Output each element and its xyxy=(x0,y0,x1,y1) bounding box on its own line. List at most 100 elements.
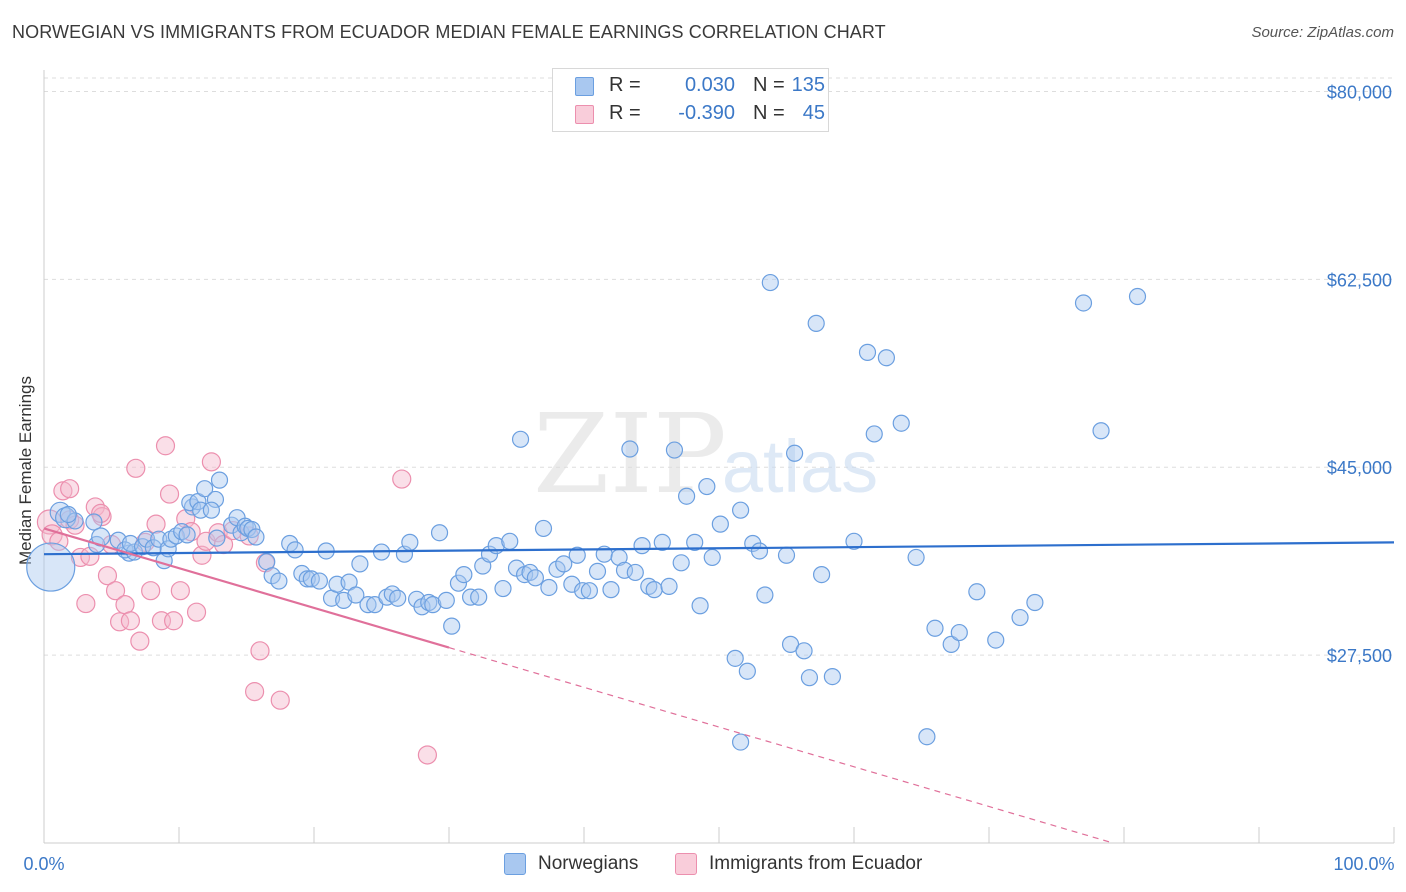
point-norwegians xyxy=(677,487,696,505)
point-ecuador xyxy=(208,523,228,543)
y-tick-label: $27,500 xyxy=(1327,646,1392,666)
point-norwegians xyxy=(942,635,960,653)
point-norwegians xyxy=(59,505,77,524)
point-ecuador xyxy=(126,458,146,478)
point-norwegians xyxy=(950,623,968,642)
point-norwegians xyxy=(270,572,288,590)
point-norwegians xyxy=(987,631,1005,649)
trend-line-ecuador xyxy=(43,527,450,649)
point-norwegians xyxy=(660,577,678,596)
point-norwegians xyxy=(501,532,519,550)
point-norwegians xyxy=(66,512,84,530)
y-tick-label: $80,000 xyxy=(1327,82,1392,102)
point-norwegians xyxy=(968,583,986,601)
legend-swatch-blue xyxy=(504,853,526,875)
point-norwegians xyxy=(653,533,671,551)
point-norwegians xyxy=(726,649,744,667)
point-norwegians xyxy=(210,471,229,489)
series-legend: Norwegians Immigrants from Ecuador xyxy=(0,852,1406,876)
point-norwegians xyxy=(178,526,196,544)
point-norwegians xyxy=(540,578,558,597)
point-norwegians xyxy=(208,529,226,547)
point-ecuador xyxy=(250,641,270,661)
point-norwegians xyxy=(470,588,488,606)
point-norwegians xyxy=(202,501,220,519)
point-ecuador xyxy=(115,595,135,615)
point-norwegians xyxy=(907,548,925,567)
point-norwegians xyxy=(26,542,76,592)
watermark: ZIP atlas xyxy=(533,390,878,518)
point-norwegians xyxy=(389,589,407,607)
point-ecuador xyxy=(186,602,207,622)
point-norwegians xyxy=(144,539,162,557)
point-norwegians xyxy=(568,546,586,564)
point-norwegians xyxy=(85,513,103,531)
point-ecuador xyxy=(130,631,150,651)
point-norwegians xyxy=(761,273,779,292)
point-norwegians xyxy=(563,575,581,593)
point-norwegians xyxy=(494,579,512,598)
legend-r-label: R = xyxy=(609,102,641,124)
point-norwegians xyxy=(526,569,545,587)
point-norwegians xyxy=(437,591,455,609)
point-ecuador xyxy=(91,503,111,524)
point-norwegians xyxy=(1011,608,1029,627)
legend-n-value: 135 xyxy=(791,74,825,96)
trend-lines xyxy=(43,527,1395,844)
axes xyxy=(43,70,1395,844)
point-norwegians xyxy=(1074,294,1093,312)
point-norwegians xyxy=(785,444,804,462)
point-norwegians xyxy=(286,541,304,559)
point-norwegians xyxy=(580,582,599,600)
point-ecuador xyxy=(76,593,96,614)
point-norwegians xyxy=(731,501,750,519)
point-norwegians xyxy=(645,581,663,599)
point-ecuador xyxy=(120,611,140,631)
legend-swatch-pink xyxy=(675,853,697,875)
point-norwegians xyxy=(795,642,813,660)
legend-n-value: 45 xyxy=(802,102,825,124)
point-ecuador xyxy=(155,436,176,456)
point-ecuador xyxy=(141,581,161,601)
point-norwegians xyxy=(731,733,750,751)
point-norwegians xyxy=(602,581,620,599)
point-norwegians xyxy=(430,524,449,542)
point-norwegians xyxy=(548,560,566,578)
point-norwegians xyxy=(206,490,225,509)
chart-title: NORWEGIAN VS IMMIGRANTS FROM ECUADOR MED… xyxy=(12,22,886,42)
point-ecuador xyxy=(60,479,80,499)
watermark-atlas: atlas xyxy=(722,425,878,508)
point-norwegians xyxy=(263,567,281,585)
point-norwegians xyxy=(777,546,796,564)
correlation-legend: R = 0.030 N = 135 R = -0.390 N = 45 xyxy=(552,68,829,132)
x-tick-label: 100.0% xyxy=(1333,854,1394,874)
point-ecuador xyxy=(92,507,112,527)
point-ecuador xyxy=(417,745,437,765)
legend-r-value: 0.030 xyxy=(684,74,735,96)
point-norwegians xyxy=(247,528,265,546)
point-norwegians xyxy=(173,523,191,541)
point-norwegians xyxy=(756,586,774,604)
point-norwegians xyxy=(926,619,944,637)
point-norwegians xyxy=(823,667,842,686)
point-norwegians xyxy=(511,430,530,448)
point-norwegians xyxy=(310,572,328,590)
point-norwegians xyxy=(347,586,365,604)
point-ecuador xyxy=(245,682,265,702)
point-norwegians xyxy=(698,477,716,496)
point-ecuador xyxy=(97,566,118,586)
point-norwegians xyxy=(672,554,690,572)
point-norwegians xyxy=(621,440,639,458)
point-norwegians xyxy=(640,577,658,596)
point-norwegians xyxy=(555,555,573,573)
point-ecuador xyxy=(164,611,184,631)
point-norwegians xyxy=(691,597,709,615)
point-ecuador xyxy=(159,484,180,504)
point-norwegians xyxy=(196,480,214,498)
point-ecuador xyxy=(105,581,126,601)
tick-labels: $27,500 $45,000 $62,500 $80,000 0.0% 100.0% xyxy=(23,82,1394,874)
point-norwegians xyxy=(449,574,468,592)
point-norwegians xyxy=(1026,593,1044,612)
point-norwegians xyxy=(918,728,936,746)
